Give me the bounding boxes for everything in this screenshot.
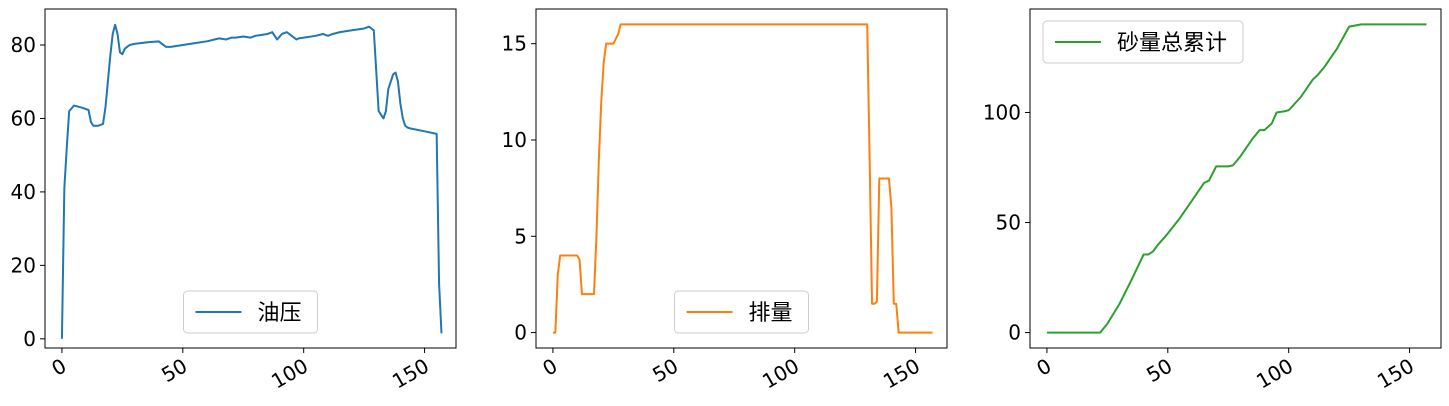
x-tick-label: 50: [1142, 354, 1176, 388]
x-tick-label: 100: [758, 354, 803, 394]
axes-frame: [535, 8, 948, 349]
subplot-1: 0 50 100 150 0 20 40 60 80 油压: [11, 8, 457, 394]
legend-box: [183, 290, 318, 334]
y-tick-label: 100: [983, 100, 1021, 124]
legend-box: [674, 290, 809, 334]
x-tick-label: 150: [388, 354, 433, 394]
y-tick-label: 0: [514, 321, 527, 345]
series-line-1-1: [60, 23, 443, 339]
y-tick-label: 0: [23, 327, 36, 351]
subplot-3: 0 50 100 150 0 50 100 砂量总累计: [983, 8, 1442, 394]
series-line-2-1: [552, 23, 933, 334]
y-tick-label: 80: [11, 33, 36, 57]
y-tick-label: 5: [514, 224, 527, 248]
legend-box: [1042, 20, 1244, 64]
x-tick-label: 0: [538, 354, 561, 381]
x-tick-label: 0: [1032, 354, 1055, 381]
axes-frame: [1029, 8, 1442, 349]
x-tick-label: 150: [879, 354, 924, 394]
legend-label: 排量: [749, 301, 793, 326]
legend: 砂量总累计: [1042, 20, 1244, 64]
x-tick-label: 100: [1252, 354, 1297, 394]
x-tick-label: 0: [47, 354, 70, 381]
y-tick-label: 50: [996, 211, 1021, 235]
legend-label: 砂量总累计: [1117, 31, 1227, 56]
x-tick-label: 150: [1373, 354, 1418, 394]
x-tick-label: 100: [267, 354, 312, 394]
legend: 油压: [183, 290, 318, 334]
legend-label: 油压: [258, 301, 302, 326]
axes-frame: [44, 8, 457, 349]
y-tick-label: 20: [11, 253, 36, 277]
series-line-3-1: [1046, 23, 1427, 334]
x-tick-label: 50: [157, 354, 191, 388]
y-tick-label: 60: [11, 106, 36, 130]
legend: 排量: [674, 290, 809, 334]
y-tick-label: 0: [1008, 321, 1021, 345]
x-tick-label: 50: [648, 354, 682, 388]
y-tick-label: 10: [502, 128, 527, 152]
subplot-2: 0 50 100 150 0 5 10 15 排量: [502, 8, 948, 394]
y-tick-label: 40: [11, 180, 36, 204]
y-tick-label: 15: [502, 32, 527, 56]
